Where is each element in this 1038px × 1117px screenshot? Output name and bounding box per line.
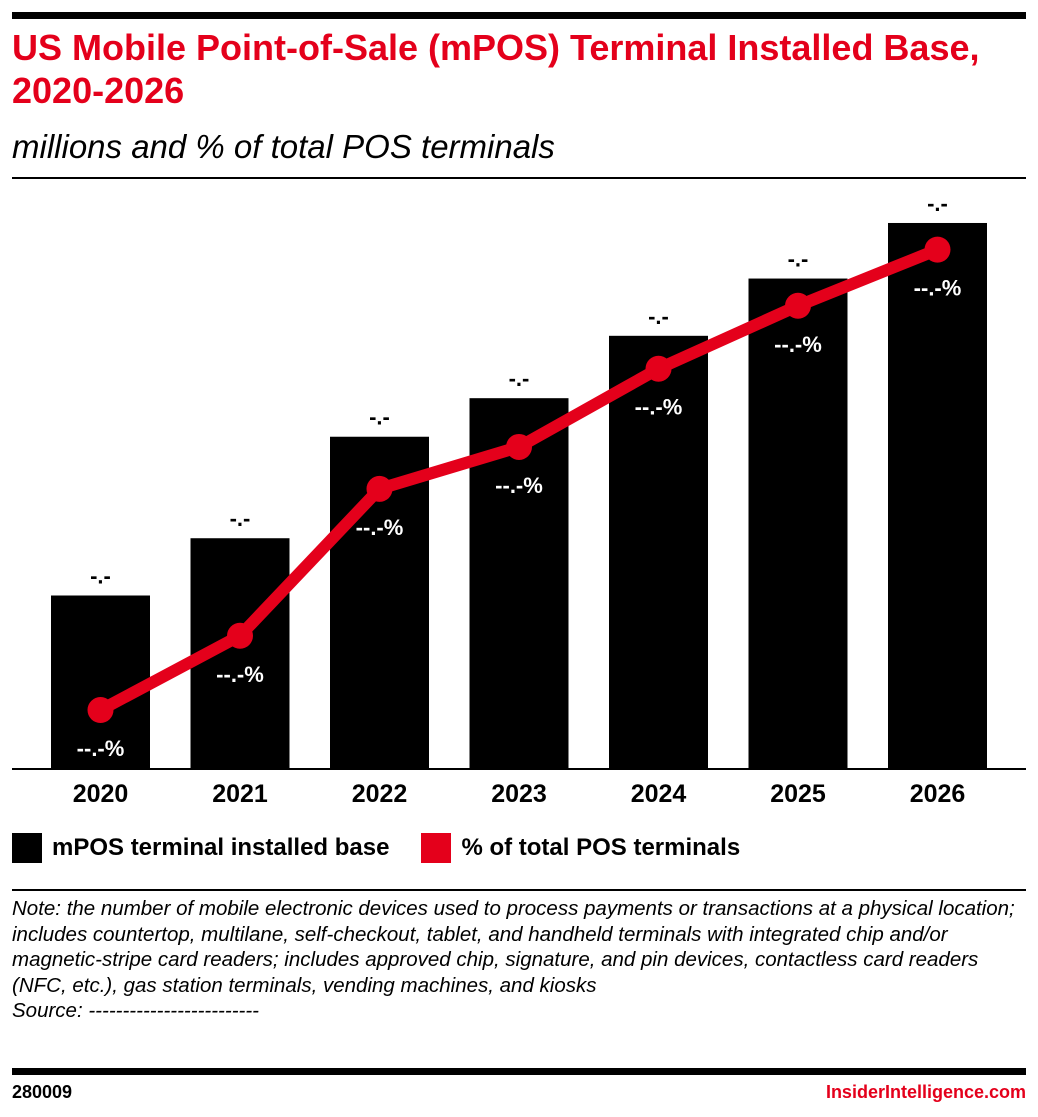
line-label-2023: --.-%: [495, 473, 543, 498]
x-tick-2023: 2023: [491, 780, 547, 808]
x-tick-2020: 2020: [73, 780, 129, 808]
line-point-2023: [506, 433, 532, 460]
title-divider: [12, 177, 1026, 179]
line-label-2025: --.-%: [774, 332, 822, 357]
line-label-2024: --.-%: [635, 395, 683, 420]
x-axis-tick-labels: 2020 2021 2022 2023 2024 2025 2026: [73, 780, 966, 808]
x-tick-2022: 2022: [352, 780, 408, 808]
line-point-2024: [645, 355, 672, 382]
x-tick-2025: 2025: [770, 780, 826, 808]
line-label-2022: --.-%: [356, 515, 404, 540]
source-text: Source: -------------------------: [12, 999, 260, 1022]
line-value-labels: --.-% --.-% --.-% --.-% --.-% --.-% --.-%: [77, 276, 962, 761]
line-series: [87, 236, 951, 724]
legend-item-line: % of total POS terminals: [421, 833, 740, 863]
line-point-2025: [785, 292, 811, 319]
line-label-2020: --.-%: [77, 736, 125, 761]
line-label-2026: --.-%: [914, 276, 962, 301]
bar-value-labels: -.- -.- -.- -.- -.- -.- -.-: [90, 191, 948, 589]
bar-label-2024: -.-: [648, 304, 669, 329]
bar-label-2020: -.-: [90, 563, 111, 588]
chart-subtitle: millions and % of total POS terminals: [12, 128, 555, 165]
brand-link[interactable]: InsiderIntelligence.com: [825, 1082, 1026, 1102]
chart-id: 280009: [12, 1082, 73, 1102]
x-tick-2021: 2021: [212, 780, 268, 808]
line-label-2021: --.-%: [216, 662, 264, 687]
legend-label-bars: mPOS terminal installed base: [52, 834, 390, 861]
bar-label-2022: -.-: [369, 405, 390, 430]
bottom-rule: [12, 1068, 1026, 1075]
bar-label-2025: -.-: [788, 247, 809, 272]
legend-label-line: % of total POS terminals: [461, 834, 741, 861]
chart-area: -.--.--.--.--.--.--.- --.-%--.-%--.-%--.…: [12, 191, 1026, 808]
bar-series: [51, 222, 987, 769]
note-divider: [12, 889, 1026, 891]
bar-2026: [888, 222, 987, 769]
chart-title: US Mobile Point-of-Sale (mPOS) Terminal …: [12, 27, 980, 111]
x-tick-2026: 2026: [910, 780, 966, 808]
bar-2020: [51, 595, 150, 769]
bar-label-2026: -.-: [927, 191, 948, 216]
legend-swatch-red: [421, 833, 452, 863]
x-tick-2024: 2024: [631, 780, 687, 808]
bar-label-2021: -.-: [230, 506, 251, 531]
line-point-2026: [924, 236, 951, 263]
note-text: Note: the number of mobile electronic de…: [12, 897, 1015, 997]
line-point-2021: [227, 622, 253, 649]
legend-item-bars: mPOS terminal installed base: [12, 833, 389, 863]
legend: mPOS terminal installed base % of total …: [12, 830, 772, 866]
top-rule: [12, 12, 1026, 19]
bar-label-2023: -.-: [509, 366, 530, 391]
line-point-2022: [366, 475, 393, 502]
line-point-2020: [87, 697, 114, 724]
chart-note: Note: the number of mobile electronic de…: [12, 896, 1026, 1024]
bar-2025: [748, 278, 848, 769]
bar-2024: [609, 335, 708, 769]
legend-swatch-black: [12, 833, 42, 863]
